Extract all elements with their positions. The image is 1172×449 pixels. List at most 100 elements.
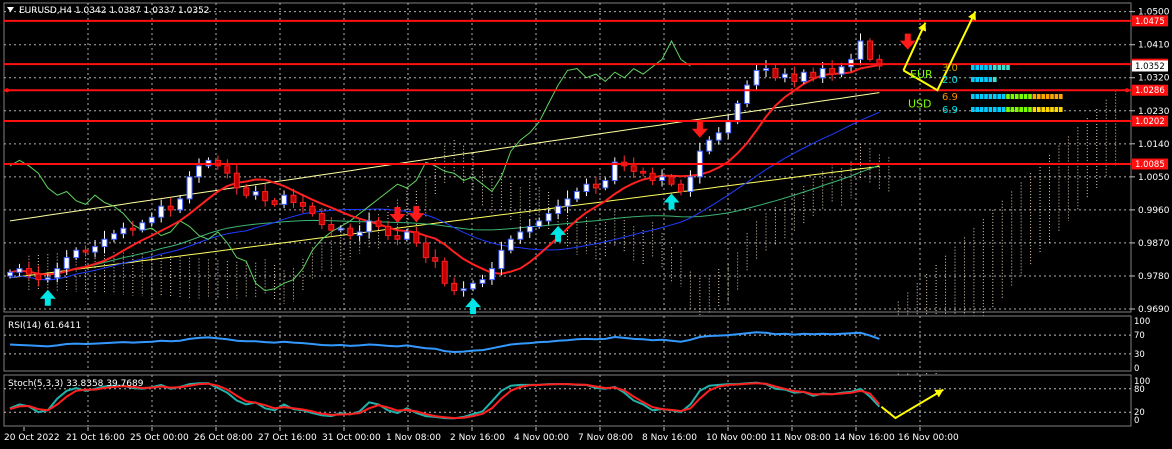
strength-bar-segment	[997, 107, 1001, 112]
rsi-panel[interactable]: 100 70 30 0 RSI(14) 61.6411	[3, 315, 1150, 374]
collapse-triangle-icon[interactable]	[7, 7, 14, 12]
candle-body	[92, 246, 99, 253]
strength-bar-segment	[1054, 107, 1059, 112]
buy-arrow-icon	[39, 289, 56, 306]
horizontal-levels[interactable]	[4, 19, 1131, 166]
currency-strength-panel: EUR 3.02.0 USD 6.9 6.9	[908, 63, 1063, 116]
time-tick-label: 20 Oct 2022	[4, 433, 60, 443]
level-price-tag	[1132, 115, 1168, 127]
candle-body	[630, 165, 637, 172]
strength-bar-segment	[993, 94, 997, 99]
strength-bar-segment	[971, 65, 975, 70]
candle-body	[687, 176, 694, 193]
time-tick-label: 26 Oct 08:00	[194, 433, 253, 443]
candle-body	[413, 231, 420, 244]
time-tick-label: 7 Nov 08:00	[578, 433, 633, 443]
candle-body	[422, 242, 429, 259]
strength-value: 2.0	[942, 75, 958, 86]
strength-bar-segment	[979, 107, 984, 112]
rsi-curve	[9, 331, 880, 354]
strength-bar-segment	[1010, 94, 1015, 99]
candle-body	[375, 220, 382, 227]
candle-body	[744, 84, 751, 104]
strength-value: 6.9	[942, 92, 958, 103]
level-anchor-icon[interactable]	[1125, 88, 1129, 93]
lower-channel-line	[9, 165, 880, 279]
candle-body	[829, 68, 836, 75]
strength-bar-segment	[1028, 107, 1032, 112]
stochastic-tick-label: 20	[1134, 408, 1145, 418]
rsi-tick-label: 70	[1134, 331, 1145, 341]
sell-arrow-icon	[899, 33, 916, 50]
candle-body	[309, 205, 316, 215]
candle-body	[451, 282, 458, 292]
current-price-tag-text: 1.0352	[1135, 62, 1165, 72]
time-tick-label: 10 Nov 00:00	[706, 433, 767, 443]
candle-body	[394, 235, 401, 240]
fast-ma-line	[9, 64, 880, 276]
strength-bar-segment	[1037, 94, 1041, 99]
candle-body	[243, 187, 250, 196]
candle-body	[668, 176, 675, 185]
strength-bar-segment	[1032, 107, 1037, 112]
candle-body	[186, 176, 193, 200]
candle-body	[271, 200, 278, 205]
candle-body	[25, 268, 32, 275]
candle-body	[659, 176, 666, 182]
candle-body	[611, 161, 618, 182]
candle-body	[819, 68, 826, 79]
candle-body	[252, 191, 259, 196]
candle-body	[488, 268, 495, 281]
current-price-tag	[1132, 60, 1168, 72]
strength-bar-segment	[1041, 94, 1045, 99]
candle-body	[196, 165, 202, 178]
candle-body	[753, 69, 760, 86]
stochastic-tick-label: 0	[1134, 416, 1139, 426]
time-tick-label: 25 Oct 00:00	[130, 433, 189, 443]
candle-body	[460, 288, 467, 292]
price-tick-label: 0.9870	[1138, 239, 1170, 249]
level-anchor-icon[interactable]	[5, 88, 9, 93]
price-tick-label: 0.9960	[1138, 206, 1170, 216]
strength-bar-segment	[988, 77, 993, 82]
strength-bar-segment	[1006, 107, 1010, 112]
strength-bar-segment	[1001, 94, 1006, 99]
candle-body	[262, 191, 269, 202]
price-tick-label: 1.0050	[1138, 173, 1170, 183]
stochastic-arrowhead-icon	[934, 389, 944, 398]
candle-body	[574, 191, 580, 200]
time-tick-label: 21 Oct 16:00	[66, 433, 125, 443]
price-tick-label: 1.0230	[1138, 107, 1170, 117]
time-tick-label: 2 Nov 16:00	[450, 433, 505, 443]
candle-body	[44, 277, 51, 281]
symbol-header: EURUSD,H4 1.0342 1.0387 1.0337 1.0352	[19, 6, 210, 16]
projection-path	[902, 11, 977, 92]
strength-bar-segment	[1059, 94, 1063, 99]
strength-bar-segment	[1023, 94, 1028, 99]
candle-body	[857, 40, 864, 60]
price-axis: 1.0500 1.0410 1.0320 1.0230 1.0140 1.0050 0.99…	[1131, 8, 1170, 315]
strength-bar-segment	[971, 94, 975, 99]
strength-bar-segment	[971, 77, 975, 82]
candle-body	[148, 216, 155, 224]
price-panel[interactable]: EUR 3.02.0 USD 6.9 6.9 EURUSD,H4 1.0342 1.03…	[3, 2, 1132, 420]
strength-bar-segment	[1028, 94, 1032, 99]
projection-arrowhead-icon	[918, 22, 927, 32]
strength-bar-segment	[1032, 94, 1037, 99]
candle-body	[328, 224, 335, 231]
sell-arrow-icon	[408, 206, 425, 223]
candle-body	[177, 198, 184, 211]
candle-body	[555, 205, 562, 215]
candle-body	[337, 227, 344, 231]
stochastic-panel-frame	[3, 374, 1132, 427]
stochastic-tick-label: 100	[1134, 377, 1150, 387]
level-price-tag-text: 1.0475	[1135, 17, 1165, 27]
candle-body	[347, 227, 354, 237]
rsi-line	[9, 331, 880, 354]
buy-arrow-icon	[550, 225, 567, 242]
candle-body	[781, 73, 788, 79]
time-tick-label: 8 Nov 16:00	[642, 433, 697, 443]
strength-value: 3.0	[942, 63, 958, 74]
